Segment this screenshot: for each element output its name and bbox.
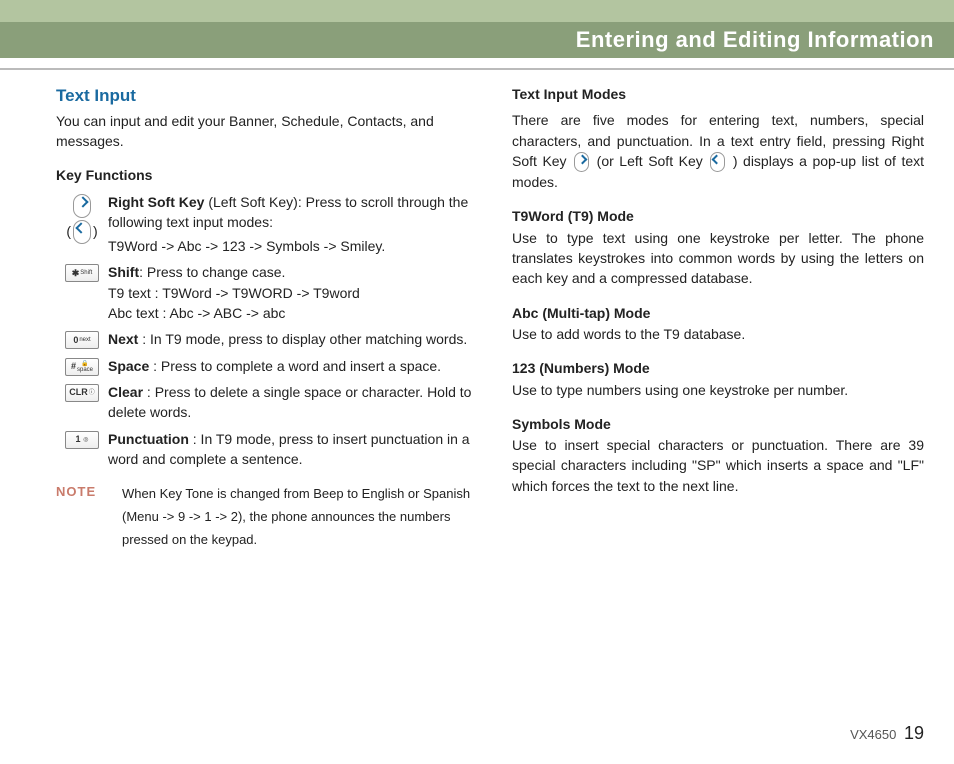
footer: VX4650 19 (850, 723, 924, 744)
lead-text: You can input and edit your Banner, Sche… (56, 111, 476, 152)
mode-title: T9Word (T9) Mode (512, 206, 924, 226)
kf-space-text: Space : Press to complete a word and ins… (108, 356, 476, 376)
left-softkey-inline-icon (710, 152, 725, 172)
section-title: Text Input (56, 84, 476, 109)
kf-punct-text: Punctuation : In T9 mode, press to inser… (108, 429, 476, 470)
right-column: Text Input Modes There are five modes fo… (512, 84, 924, 551)
kf-desc-line: T9Word -> Abc -> 123 -> Symbols -> Smile… (108, 236, 476, 256)
kf-label: Shift (108, 264, 139, 280)
mode-abc: Abc (Multi-tap) Mode Use to add words to… (512, 303, 924, 345)
page: Entering and Editing Information Text In… (0, 0, 954, 764)
modes-intro: There are five modes for entering text, … (512, 110, 924, 192)
kf-label: Space (108, 358, 149, 374)
kf-label: Next (108, 331, 138, 347)
mode-body: Use to insert special characters or punc… (512, 435, 924, 496)
kf-shift-text: Shift: Press to change case. T9 text : T… (108, 262, 476, 323)
note: NOTE When Key Tone is changed from Beep … (56, 483, 476, 551)
modes-heading: Text Input Modes (512, 84, 924, 104)
model-number: VX4650 (850, 727, 896, 742)
mode-body: Use to type text using one keystroke per… (512, 228, 924, 289)
kf-desc: : Press to delete a single space or char… (108, 384, 471, 420)
punct-key-icon: 1 ◎ (56, 429, 108, 449)
note-text: When Key Tone is changed from Beep to En… (122, 483, 476, 551)
kf-desc: : In T9 mode, press to display other mat… (138, 331, 467, 347)
top-bar (0, 0, 954, 22)
kf-label: Clear (108, 384, 143, 400)
space-key-icon: #🔒space (56, 356, 108, 376)
mode-symbols: Symbols Mode Use to insert special chara… (512, 414, 924, 496)
note-label: NOTE (56, 483, 108, 502)
kf-desc-line: T9 text : T9Word -> T9WORD -> T9word (108, 283, 476, 303)
mode-body: Use to type numbers using one keystroke … (512, 380, 924, 400)
page-number: 19 (904, 723, 924, 743)
shift-key-icon: ✱Shift (56, 262, 108, 282)
kf-softkey: ( ) Right Soft Key (Left Soft Key): Pres… (56, 192, 476, 257)
key-functions-heading: Key Functions (56, 165, 476, 185)
kf-label: Punctuation (108, 431, 189, 447)
title-bar: Entering and Editing Information (0, 22, 954, 58)
intro-part: (or Left Soft Key (597, 153, 709, 169)
mode-title: 123 (Numbers) Mode (512, 358, 924, 378)
kf-label: Right Soft Key (108, 194, 204, 210)
next-key-icon: 0next (56, 329, 108, 349)
kf-punctuation: 1 ◎ Punctuation : In T9 mode, press to i… (56, 429, 476, 470)
mode-title: Abc (Multi-tap) Mode (512, 303, 924, 323)
clear-key-icon: CLRⓘ (56, 382, 108, 402)
kf-desc-line: Abc text : Abc -> ABC -> abc (108, 303, 476, 323)
page-title: Entering and Editing Information (576, 27, 934, 53)
softkey-icons: ( ) (56, 192, 108, 244)
kf-clear: CLRⓘ Clear : Press to delete a single sp… (56, 382, 476, 423)
kf-next-text: Next : In T9 mode, press to display othe… (108, 329, 476, 349)
kf-shift: ✱Shift Shift: Press to change case. T9 t… (56, 262, 476, 323)
right-softkey-inline-icon (574, 152, 589, 172)
kf-clear-text: Clear : Press to delete a single space o… (108, 382, 476, 423)
mode-body: Use to add words to the T9 database. (512, 324, 924, 344)
kf-space: #🔒space Space : Press to complete a word… (56, 356, 476, 376)
left-softkey-icon: ( ) (66, 220, 97, 244)
left-column: Text Input You can input and edit your B… (56, 84, 476, 551)
kf-desc: : Press to complete a word and insert a … (149, 358, 441, 374)
content: Text Input You can input and edit your B… (0, 70, 954, 551)
mode-t9: T9Word (T9) Mode Use to type text using … (512, 206, 924, 288)
mode-title: Symbols Mode (512, 414, 924, 434)
kf-softkey-text: Right Soft Key (Left Soft Key): Press to… (108, 192, 476, 257)
kf-desc: : Press to change case. (139, 264, 285, 280)
kf-next: 0next Next : In T9 mode, press to displa… (56, 329, 476, 349)
right-softkey-icon (73, 194, 91, 218)
mode-123: 123 (Numbers) Mode Use to type numbers u… (512, 358, 924, 400)
